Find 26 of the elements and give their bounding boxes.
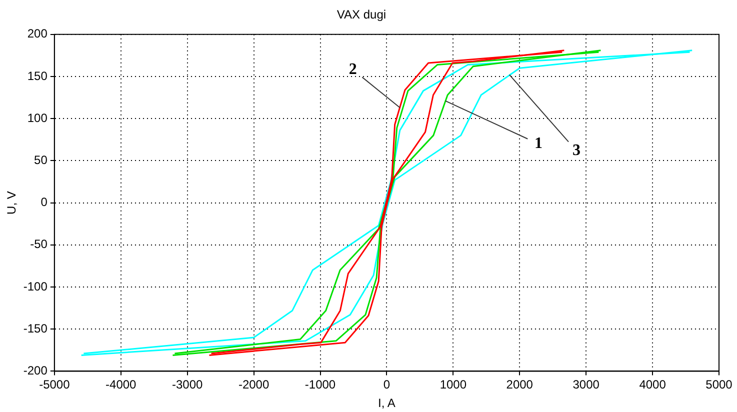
annotation: 3: [572, 142, 580, 159]
y-axis-title: U, V: [4, 191, 19, 214]
y-tick-label: -150: [23, 321, 48, 336]
x-tick-label: -2000: [238, 378, 270, 392]
y-tick-label: -200: [23, 364, 48, 378]
x-tick-label: -1000: [304, 378, 336, 392]
y-tick-label: 100: [27, 110, 48, 125]
x-axis-title: I, A: [378, 396, 396, 410]
annotation: 2: [348, 60, 357, 78]
y-tick-label: 0: [40, 195, 48, 210]
y-tick-label: 200: [27, 26, 48, 41]
y-tick-label: -100: [23, 279, 48, 294]
y-tick-label: -50: [30, 237, 48, 252]
annotation: 1: [534, 135, 543, 152]
x-tick-label: 1000: [440, 378, 467, 392]
x-tick-label: -3000: [172, 378, 203, 392]
y-tick-label: 50: [34, 153, 48, 168]
x-tick-label: 0: [383, 378, 390, 392]
x-tick-label: -5000: [39, 378, 70, 392]
x-tick-label: 4000: [639, 378, 666, 392]
chart-title: VAX dugi: [336, 8, 386, 22]
x-tick-label: -4000: [106, 378, 137, 392]
y-tick-label: 150: [27, 68, 48, 83]
x-tick-label: 5000: [706, 378, 733, 392]
x-tick-label: 3000: [572, 378, 600, 392]
x-tick-label: 2000: [506, 378, 534, 392]
